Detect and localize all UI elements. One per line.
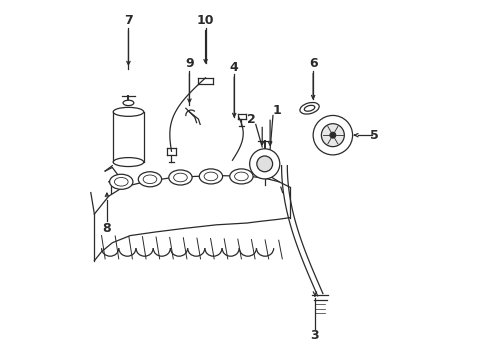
Ellipse shape [300, 103, 319, 114]
Ellipse shape [113, 158, 144, 167]
Ellipse shape [173, 173, 187, 182]
Text: 1: 1 [272, 104, 281, 117]
Text: 3: 3 [311, 329, 319, 342]
Ellipse shape [115, 177, 128, 186]
Text: 7: 7 [124, 14, 133, 27]
Ellipse shape [143, 175, 157, 184]
Ellipse shape [235, 172, 248, 181]
Ellipse shape [304, 105, 315, 111]
Ellipse shape [169, 170, 192, 185]
Text: 8: 8 [102, 222, 111, 235]
Circle shape [330, 132, 336, 138]
Circle shape [257, 156, 272, 172]
Circle shape [250, 149, 280, 179]
Text: 2: 2 [247, 113, 256, 126]
Circle shape [321, 124, 344, 147]
Circle shape [313, 116, 353, 155]
Ellipse shape [199, 169, 222, 184]
Text: 10: 10 [197, 14, 214, 27]
Text: 4: 4 [230, 60, 239, 73]
Text: 9: 9 [185, 57, 194, 70]
Ellipse shape [138, 172, 162, 187]
Ellipse shape [113, 107, 144, 116]
Ellipse shape [123, 100, 134, 105]
Text: 5: 5 [370, 129, 378, 142]
Ellipse shape [110, 174, 133, 189]
Text: 6: 6 [309, 57, 318, 70]
Ellipse shape [230, 169, 253, 184]
Ellipse shape [204, 172, 218, 181]
